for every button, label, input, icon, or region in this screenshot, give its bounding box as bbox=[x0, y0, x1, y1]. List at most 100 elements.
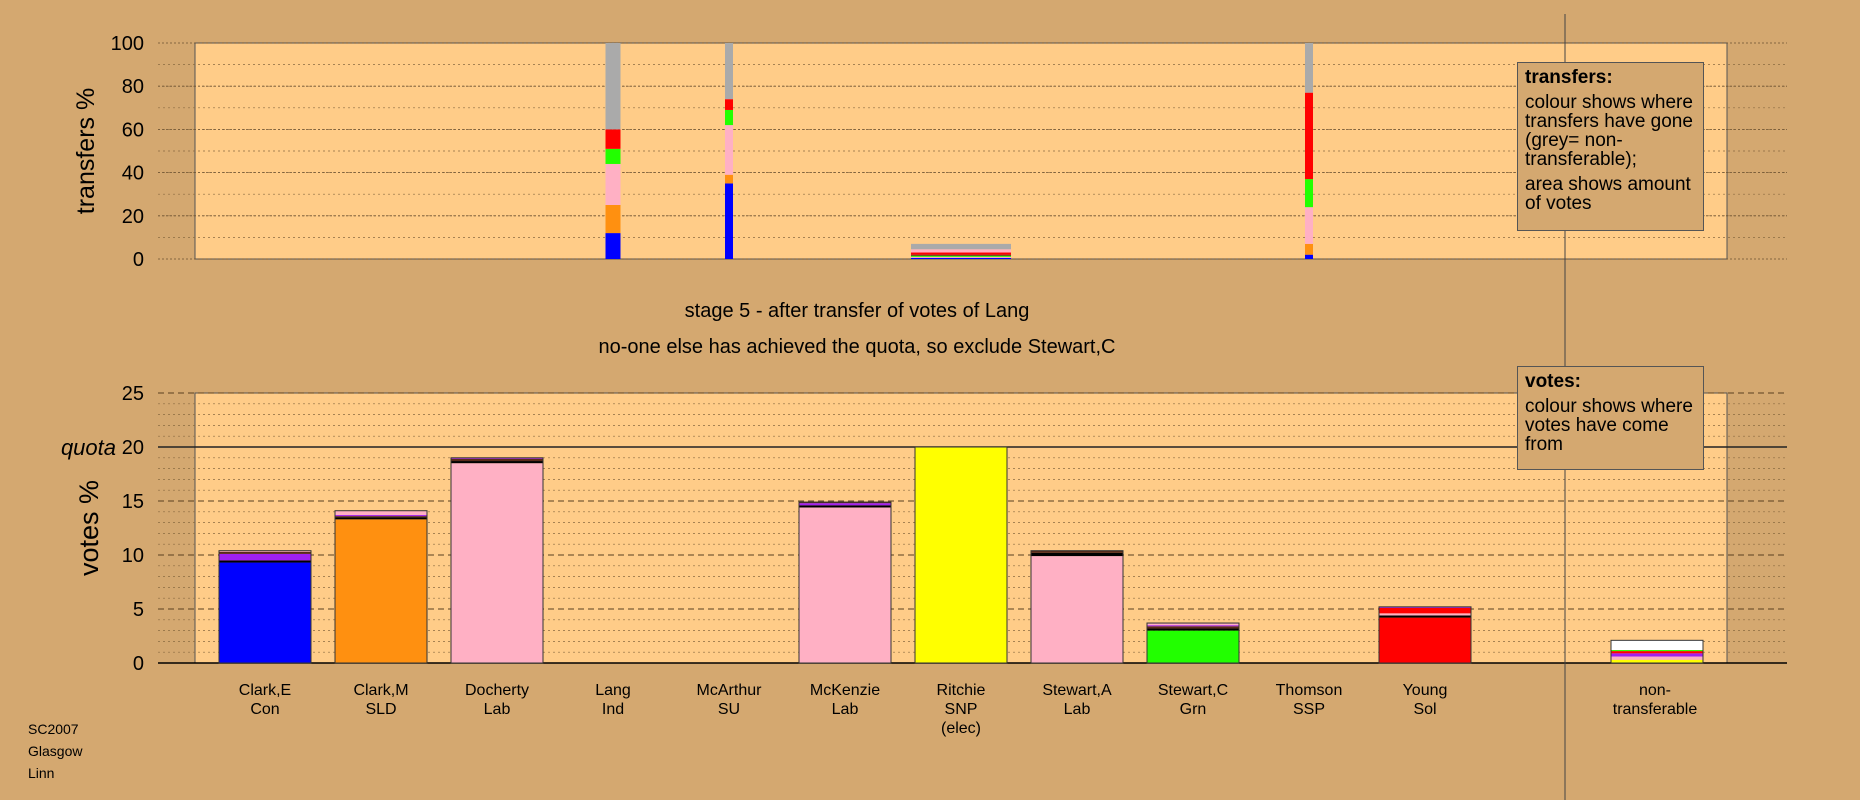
vote-bar-outline bbox=[334, 510, 428, 664]
candidate-party: Ind bbox=[602, 701, 624, 718]
candidate-name: Clark,M bbox=[353, 682, 408, 699]
candidate-name: Young bbox=[1403, 682, 1448, 699]
vote-segment-Lab bbox=[1147, 623, 1239, 626]
candidate-party: SLD bbox=[365, 701, 396, 718]
vote-segment-SU bbox=[799, 502, 891, 504]
candidate-party: Con bbox=[250, 701, 279, 718]
transfer-segment-Lab bbox=[911, 249, 1011, 253]
vote-segment-SU bbox=[335, 516, 427, 518]
votes-legend-line1: colour shows where votes have come from bbox=[1525, 396, 1693, 455]
vote-segment-Lab bbox=[335, 510, 427, 516]
candidate-name: McKenzie bbox=[810, 682, 880, 699]
vote-segment-SNP bbox=[915, 447, 1007, 663]
candidate-party: transferable bbox=[1613, 701, 1698, 718]
candidate-party: Lab bbox=[832, 701, 859, 718]
vote-bar-outline bbox=[1378, 606, 1472, 664]
caption-line-ward: Linn bbox=[28, 765, 55, 781]
votes-legend: votes: colour shows where votes have com… bbox=[1517, 366, 1704, 470]
vote-segment-SLD bbox=[335, 519, 427, 663]
transfers-legend-title: transfers: bbox=[1525, 67, 1613, 88]
candidate-party: SSP bbox=[1293, 701, 1325, 718]
vote-segment-SSP bbox=[335, 517, 427, 520]
candidate-name: Lang bbox=[595, 682, 631, 699]
transfers-tick-label: 80 bbox=[122, 76, 144, 98]
vote-segment-Lab bbox=[219, 550, 311, 552]
candidate-name: McArthur bbox=[697, 682, 763, 699]
votes-tick-label: 20 bbox=[122, 437, 144, 459]
vote-segment-Grn bbox=[1147, 630, 1239, 663]
vote-bar-outline bbox=[1610, 639, 1704, 664]
vote-segment-Grn bbox=[1611, 650, 1703, 652]
votes-legend-title: votes: bbox=[1525, 371, 1581, 392]
vote-bar-outline bbox=[914, 446, 1008, 664]
vote-segment-Ind bbox=[335, 515, 427, 517]
transfers-tick-label: 60 bbox=[122, 119, 144, 141]
candidate-party: Lab bbox=[484, 701, 511, 718]
candidate-status: (elec) bbox=[941, 720, 981, 737]
vote-bar-outline bbox=[218, 550, 312, 664]
transfer-segment-Grn bbox=[725, 109, 733, 126]
vote-bar-outline bbox=[450, 457, 544, 664]
candidate-name: Ritchie bbox=[937, 682, 986, 699]
candidate-party: SNP bbox=[945, 701, 978, 718]
transfers-tick-label: 0 bbox=[133, 249, 144, 271]
transfer-segment-Sol bbox=[605, 129, 621, 149]
vote-segment-SU bbox=[1031, 550, 1123, 553]
votes-axis-label: votes % bbox=[74, 480, 104, 576]
vote-segment-Ind bbox=[219, 553, 311, 561]
vote-segment-SSP bbox=[1379, 615, 1471, 618]
vote-segment-Sol bbox=[1379, 607, 1471, 614]
vote-bar-outline bbox=[1146, 622, 1240, 664]
quota-label: quota bbox=[61, 435, 116, 460]
vote-segment-Lab bbox=[1379, 613, 1471, 616]
transfers-axis-label: transfers % bbox=[72, 88, 100, 214]
vote-segment-SSP bbox=[1031, 552, 1123, 557]
candidate-name: Stewart,A bbox=[1042, 682, 1112, 699]
vote-segment-SU bbox=[451, 458, 543, 462]
transfer-segment-SLD bbox=[605, 205, 621, 234]
transfer-segment-SU bbox=[911, 254, 1011, 256]
votes-tick-label: 10 bbox=[122, 545, 144, 567]
candidate-name: Docherty bbox=[465, 682, 529, 699]
candidate-party: Lab bbox=[1064, 701, 1091, 718]
transfer-segment-Con bbox=[725, 183, 733, 259]
vote-segment-SU bbox=[1147, 626, 1239, 629]
vote-segment-Lab bbox=[1611, 656, 1703, 660]
vote-segment-Ind bbox=[1379, 606, 1471, 608]
vote-segment-SSP bbox=[219, 560, 311, 563]
transfer-segment-Lab bbox=[911, 256, 1011, 258]
transfers-tick-label: 100 bbox=[111, 33, 144, 55]
transfer-segment-SLD bbox=[1305, 243, 1313, 255]
vote-segment-Lab bbox=[799, 507, 891, 663]
transfer-segment-nontransferable bbox=[605, 43, 621, 130]
caption-line-election: SC2007 bbox=[28, 721, 79, 737]
votes-tick-label: 0 bbox=[133, 653, 144, 675]
election-caption: SC2007 Glasgow Linn bbox=[28, 718, 82, 784]
vote-segment-SSP bbox=[1147, 628, 1239, 631]
transfer-segment-Grn bbox=[911, 255, 1011, 257]
transfer-segment-SLD bbox=[725, 174, 733, 184]
vote-segment-Ind bbox=[451, 457, 543, 459]
transfer-segment-nontransferable bbox=[725, 43, 733, 100]
candidate-name: Thomson bbox=[1276, 682, 1343, 699]
vote-segment-Ind bbox=[1611, 653, 1703, 657]
transfer-segment-nontransferable bbox=[911, 243, 1011, 250]
vote-segment-Con bbox=[219, 562, 311, 663]
transfer-segment-Lab bbox=[1305, 207, 1313, 244]
transfer-segment-Lab bbox=[605, 163, 621, 205]
vote-segment-Sol bbox=[1611, 651, 1703, 654]
candidate-party: Sol bbox=[1413, 701, 1436, 718]
votes-tick-label: 5 bbox=[133, 599, 144, 621]
transfers-tick-label: 20 bbox=[122, 206, 144, 228]
vote-segment-white bbox=[1611, 640, 1703, 651]
transfers-panel: 0 20 40 60 80 100 transfers % bbox=[72, 33, 1787, 271]
transfer-segment-Sol bbox=[1305, 92, 1313, 180]
transfer-segment-Con bbox=[911, 257, 1011, 259]
transfer-segment-Grn bbox=[1305, 179, 1313, 208]
vote-segment-Sol bbox=[1379, 617, 1471, 663]
transfer-segment-Con bbox=[605, 233, 621, 259]
stage-subtitle: no-one else has achieved the quota, so e… bbox=[598, 336, 1116, 358]
candidate-name: non- bbox=[1639, 682, 1671, 699]
